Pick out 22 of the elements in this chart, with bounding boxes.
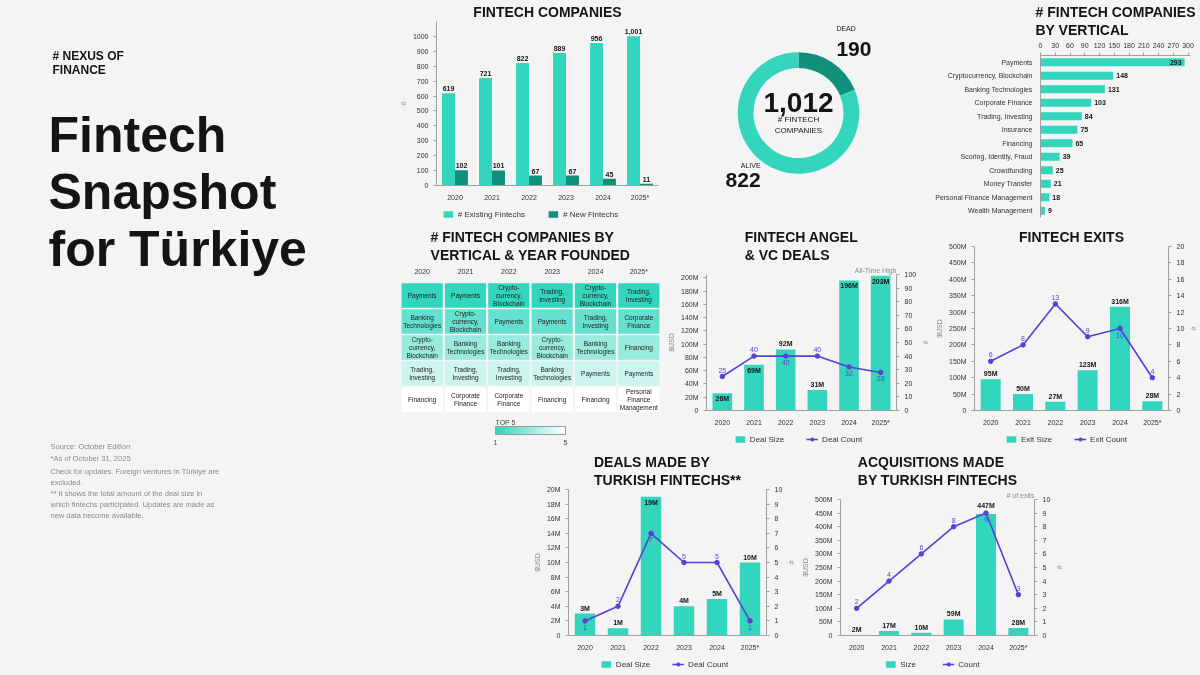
legend-label: Exit Size: [1020, 434, 1053, 444]
legend-label: # Existing Fintechs: [457, 209, 525, 219]
legend-label: Size: [900, 659, 917, 669]
data-label: 190: [836, 37, 872, 61]
legend-label: Deal Size: [749, 434, 785, 444]
legend-label: Deal Count: [822, 434, 863, 444]
chart-title: FINTECH EXITS: [1019, 229, 1125, 245]
legend-label: Count: [958, 659, 980, 669]
chart-title: DEALS MADE BY TURKISH FINTECHS**: [594, 454, 742, 488]
chart-title: ACQUISITIONS MADE BY TURKISH FINTECHS: [857, 454, 1017, 488]
legend-label: Deal Size: [615, 659, 651, 669]
chart-title: # FINTECH COMPANIES BY VERTICAL: [1035, 4, 1196, 38]
text: 1,012: [763, 86, 834, 118]
legend-label: Deal Count: [688, 659, 729, 669]
chart-title: # FINTECH COMPANIES BY VERTICAL & YEAR FOUNDED: [430, 229, 630, 263]
chart-title: FINTECH ANGEL & VC DEALS: [744, 229, 859, 263]
data-label: 822: [725, 167, 761, 191]
text: Fintech Snapshot for Türkiye: [48, 106, 307, 277]
legend-label: # New Fintechs: [563, 209, 619, 219]
chart-title: FINTECH COMPANIES: [473, 4, 622, 20]
text: # NEXUS OF FINANCE: [52, 48, 124, 78]
legend-label: Exit Count: [1090, 434, 1128, 444]
